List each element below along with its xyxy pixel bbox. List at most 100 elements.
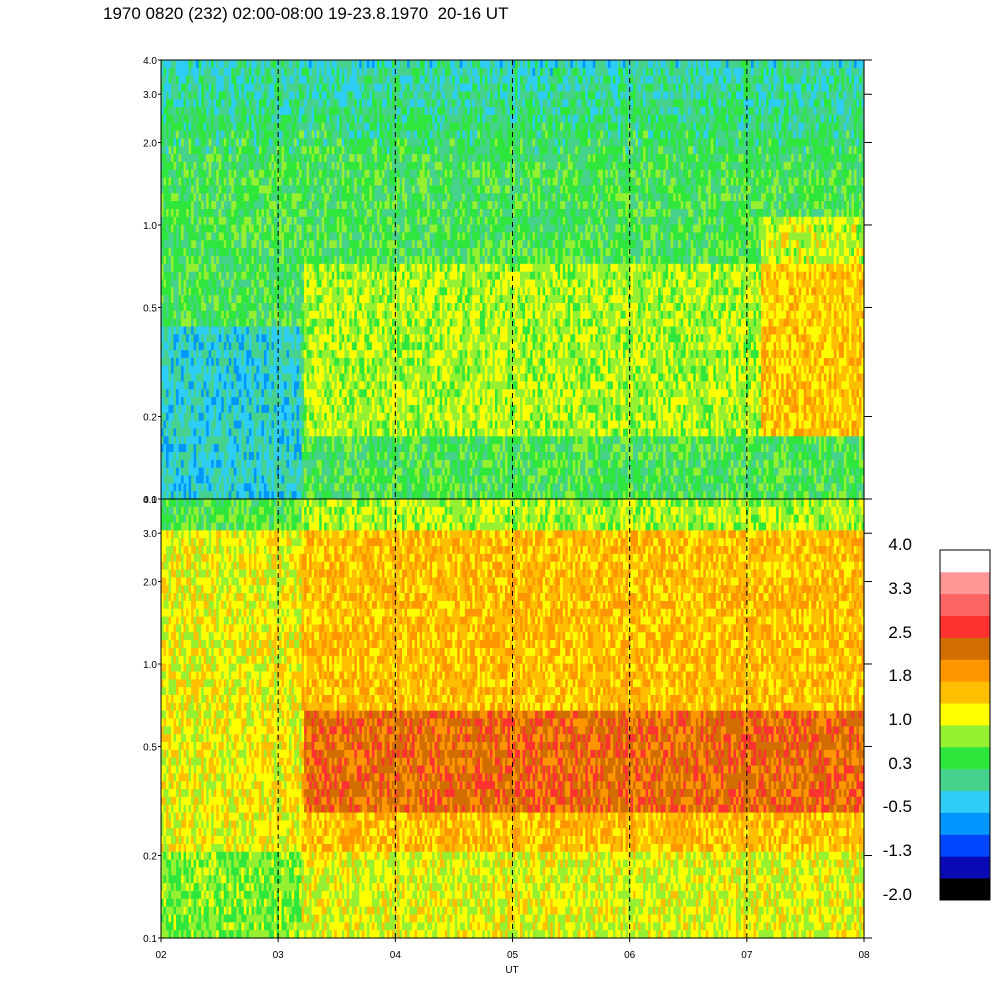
upper-panel-cell [246,271,250,281]
upper-panel-cell [228,451,232,461]
upper-panel-cell [163,248,167,257]
upper-panel-cell [208,161,212,171]
upper-panel-cell [173,381,177,390]
upper-panel-cell [238,201,242,210]
upper-panel-cell [181,420,185,430]
upper-panel-cell [203,318,207,328]
upper-panel-cell [193,491,197,500]
upper-panel-cell [228,99,232,108]
upper-panel-cell [236,444,240,453]
upper-panel-cell [161,397,165,406]
upper-panel-cell [178,397,182,406]
upper-panel-cell [201,444,205,453]
upper-panel-cell [203,107,207,116]
upper-panel-cell [228,420,232,430]
upper-panel-cell [186,60,190,69]
upper-panel-cell [201,381,205,390]
upper-panel-cell [221,326,225,335]
upper-panel-cell [188,216,192,226]
upper-panel-cell [196,459,200,469]
upper-panel-cell [218,177,222,187]
upper-panel-cell [241,389,245,398]
upper-panel-cell [211,107,215,116]
upper-panel-cell [198,483,202,492]
upper-panel-cell [223,287,227,296]
upper-panel-cell [163,279,167,288]
upper-panel-cell [236,326,240,335]
upper-panel-cell [248,420,252,430]
upper-panel-cell [178,67,182,77]
upper-panel-cell [198,67,202,77]
upper-panel-cell [161,216,165,226]
upper-panel-cell [168,75,172,85]
upper-panel-cell [208,373,212,383]
upper-panel-cell [251,177,255,187]
upper-panel-cell [183,107,187,116]
upper-panel-cell [206,381,210,390]
upper-panel-cell [191,67,195,77]
upper-panel-cell [208,83,212,92]
upper-panel-cell [166,459,170,469]
upper-panel-cell [168,350,172,359]
upper-panel-cell [208,491,212,500]
upper-panel-cell [228,412,232,422]
upper-panel-cell [203,373,207,383]
upper-panel-cell [256,83,260,92]
upper-panel-cell [251,491,255,500]
upper-panel-cell [231,154,235,163]
upper-panel-cell [198,130,202,139]
upper-panel-cell [206,350,210,359]
upper-panel-cell [213,350,217,359]
upper-panel-cell [243,130,247,139]
upper-panel-cell [231,467,235,477]
upper-panel-cell [233,287,237,296]
upper-panel-cell [208,122,212,132]
upper-panel-cell [188,491,192,500]
upper-panel-cell [238,444,242,453]
upper-panel-cell [188,475,192,484]
upper-panel-cell [186,428,190,437]
upper-panel-cell [206,303,210,312]
upper-panel-cell [193,263,197,273]
upper-panel-cell [233,263,237,273]
upper-panel-cell [206,436,210,445]
upper-panel-cell [238,232,242,241]
upper-panel-cell [181,295,185,304]
upper-panel-cell [188,130,192,139]
upper-panel-cell [213,381,217,390]
upper-panel-cell [236,334,240,343]
upper-panel-cell [253,310,258,320]
upper-panel-cell [171,373,175,383]
upper-panel-cell [221,185,225,194]
upper-panel-cell [193,107,197,116]
upper-panel-cell [198,334,202,343]
upper-panel-cell [216,436,220,445]
upper-panel-cell [171,350,175,359]
upper-panel-cell [246,146,250,155]
upper-panel-cell [181,342,185,351]
upper-panel-cell [176,263,180,273]
upper-panel-cell [193,373,197,383]
upper-panel-cell [181,255,185,265]
upper-panel-cell [241,216,245,226]
upper-panel-cell [231,185,235,194]
upper-panel-cell [213,185,217,194]
upper-panel-cell [188,420,192,430]
upper-panel-cell [208,451,212,461]
upper-panel-cell [193,255,197,265]
upper-panel-cell [201,326,205,335]
upper-panel-cell [221,420,225,430]
upper-panel-cell [253,60,258,69]
upper-panel-cell [223,381,227,390]
upper-panel-cell [176,271,180,281]
upper-panel-cell [176,342,180,351]
upper-panel-cell [218,342,222,351]
upper-panel-cell [198,381,202,390]
upper-panel-cell [191,397,195,406]
upper-panel-cell [203,350,207,359]
upper-panel-cell [238,318,242,328]
upper-panel-cell [211,318,215,328]
upper-panel-cell [246,350,250,359]
upper-panel-cell [251,389,255,398]
upper-panel-cell [208,263,212,273]
